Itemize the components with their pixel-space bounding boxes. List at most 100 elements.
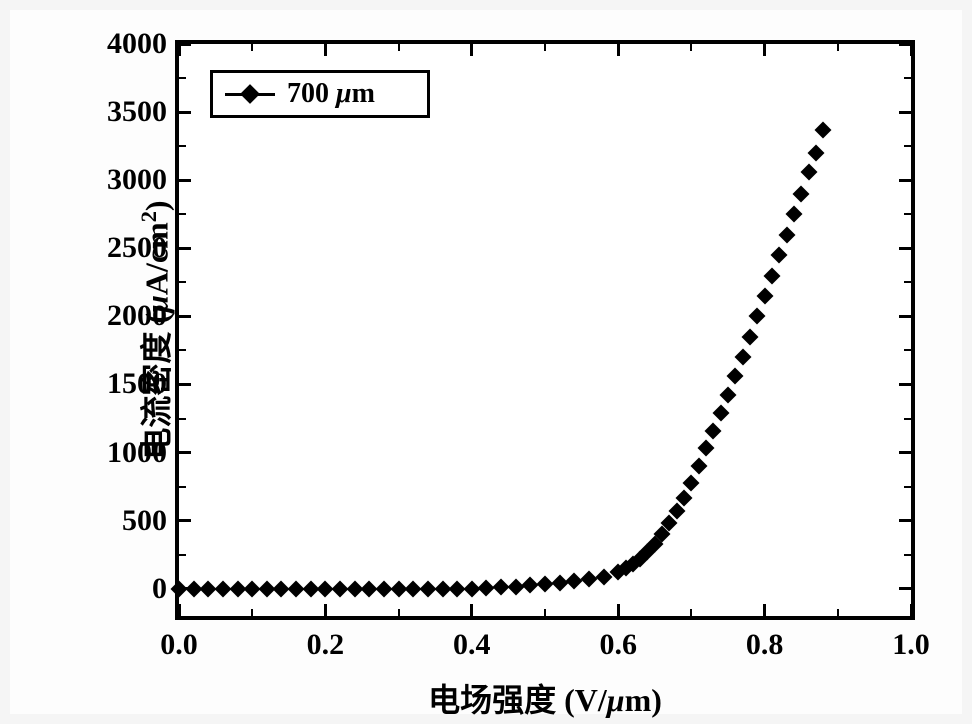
- y-tick-label: 2500: [107, 231, 167, 265]
- tick-mark-minor: [179, 418, 186, 420]
- data-point: [712, 405, 729, 422]
- x-tick-label: 0.8: [746, 628, 784, 662]
- data-point: [551, 574, 568, 591]
- legend-line: [225, 93, 275, 96]
- tick-mark: [899, 179, 911, 182]
- tick-mark-minor: [904, 145, 911, 147]
- tick-mark: [899, 247, 911, 250]
- x-tick-label: 0.6: [599, 628, 637, 662]
- data-point: [734, 349, 751, 366]
- legend: 700 μm: [210, 70, 430, 118]
- tick-mark-minor: [904, 418, 911, 420]
- x-tick-label: 0.0: [160, 628, 198, 662]
- tick-mark-minor: [904, 213, 911, 215]
- tick-mark-minor: [837, 609, 839, 616]
- tick-mark-minor: [251, 44, 253, 51]
- tick-mark-minor: [179, 77, 186, 79]
- tick-mark: [910, 604, 913, 616]
- tick-mark: [899, 111, 911, 114]
- data-point: [815, 121, 832, 138]
- tick-mark: [179, 383, 191, 386]
- tick-mark: [763, 44, 766, 56]
- y-tick-label: 3500: [107, 95, 167, 129]
- data-point: [537, 575, 554, 592]
- tick-mark: [910, 44, 913, 56]
- plot-area: [175, 40, 915, 620]
- tick-mark: [899, 383, 911, 386]
- data-point: [580, 571, 597, 588]
- tick-mark-minor: [398, 609, 400, 616]
- y-tick-label: 1500: [107, 367, 167, 401]
- tick-mark: [470, 44, 473, 56]
- data-point: [720, 387, 737, 404]
- data-point: [522, 577, 539, 594]
- tick-mark-minor: [904, 554, 911, 556]
- y-tick-label: 1000: [107, 436, 167, 470]
- data-point: [705, 422, 722, 439]
- data-point: [683, 474, 700, 491]
- tick-mark: [899, 587, 911, 590]
- tick-mark: [470, 604, 473, 616]
- tick-mark-minor: [179, 145, 186, 147]
- tick-mark-minor: [904, 281, 911, 283]
- tick-mark: [617, 604, 620, 616]
- data-point: [756, 287, 773, 304]
- tick-mark-minor: [904, 486, 911, 488]
- tick-mark: [179, 179, 191, 182]
- data-point: [507, 578, 524, 595]
- data-point: [698, 440, 715, 457]
- data-point: [749, 308, 766, 325]
- y-tick-label: 2000: [107, 299, 167, 333]
- data-point: [800, 164, 817, 181]
- tick-mark: [179, 111, 191, 114]
- tick-mark-minor: [544, 44, 546, 51]
- y-tick-label: 3000: [107, 163, 167, 197]
- tick-mark: [179, 519, 191, 522]
- tick-mark: [179, 451, 191, 454]
- x-tick-label: 1.0: [892, 628, 930, 662]
- tick-mark-minor: [251, 609, 253, 616]
- legend-label: 700 μm: [287, 78, 375, 110]
- tick-mark: [617, 44, 620, 56]
- data-point: [793, 185, 810, 202]
- tick-mark-minor: [179, 281, 186, 283]
- tick-mark: [178, 44, 181, 56]
- tick-mark: [899, 315, 911, 318]
- tick-mark-minor: [904, 77, 911, 79]
- tick-mark-minor: [179, 486, 186, 488]
- tick-mark: [899, 451, 911, 454]
- tick-mark: [899, 519, 911, 522]
- tick-mark: [763, 604, 766, 616]
- tick-mark: [179, 587, 191, 590]
- data-point: [741, 328, 758, 345]
- y-tick-label: 500: [122, 504, 167, 538]
- tick-mark: [179, 43, 191, 46]
- tick-mark: [179, 315, 191, 318]
- data-point: [778, 226, 795, 243]
- tick-mark-minor: [179, 554, 186, 556]
- tick-mark-minor: [904, 349, 911, 351]
- data-point: [785, 206, 802, 223]
- tick-mark: [324, 604, 327, 616]
- chart-container: 电流密度 (μA/cm2) 电场强度 (V/μm) 700 μm 0500100…: [10, 10, 962, 714]
- data-point: [771, 247, 788, 264]
- tick-mark-minor: [179, 349, 186, 351]
- x-tick-label: 0.4: [453, 628, 491, 662]
- diamond-icon: [240, 84, 260, 104]
- tick-mark: [178, 604, 181, 616]
- tick-mark-minor: [690, 44, 692, 51]
- tick-mark-minor: [837, 44, 839, 51]
- data-point: [727, 368, 744, 385]
- data-point: [690, 458, 707, 475]
- x-tick-label: 0.2: [307, 628, 345, 662]
- x-axis-label: 电场强度 (V/μm): [428, 675, 662, 721]
- data-point: [566, 573, 583, 590]
- data-point: [478, 580, 495, 597]
- tick-mark-minor: [179, 213, 186, 215]
- data-point: [807, 144, 824, 161]
- y-tick-label: 0: [152, 572, 167, 606]
- tick-mark-minor: [690, 609, 692, 616]
- y-tick-label: 4000: [107, 27, 167, 61]
- tick-mark-minor: [398, 44, 400, 51]
- tick-mark-minor: [544, 609, 546, 616]
